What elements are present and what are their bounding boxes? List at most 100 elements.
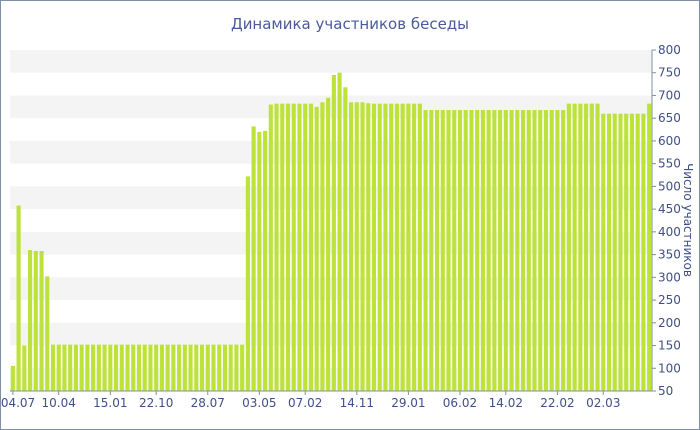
bar — [624, 113, 629, 392]
bar — [394, 103, 399, 392]
bar — [85, 344, 90, 391]
y-tick-label: 500 — [658, 179, 681, 193]
bar — [194, 344, 199, 391]
bar — [257, 131, 262, 391]
bar — [566, 103, 571, 392]
bar — [211, 344, 216, 391]
bar — [480, 110, 485, 392]
bar — [165, 344, 170, 391]
bar — [28, 250, 33, 391]
bar — [33, 250, 38, 391]
x-tick-label: 22.02 — [540, 396, 574, 410]
bar — [177, 344, 182, 391]
bar — [549, 110, 554, 392]
bar — [297, 103, 302, 392]
x-tick-label: 14.02 — [489, 396, 523, 410]
bar — [412, 103, 417, 392]
bars-group — [10, 72, 652, 392]
y-ticks: 50 100 150 200 250 300 350 400 450 500 550 600 650 70… — [652, 43, 681, 398]
bar — [274, 103, 279, 392]
bar — [22, 345, 27, 391]
x-tick-label: 02.03 — [586, 396, 620, 410]
bar — [452, 110, 457, 392]
y-axis-label: Число участников — [681, 163, 695, 277]
bar — [612, 113, 617, 392]
bar — [578, 103, 583, 392]
bar — [469, 110, 474, 392]
bar — [62, 344, 67, 391]
bar — [589, 103, 594, 392]
grid-bands — [10, 50, 652, 391]
bar — [492, 110, 497, 392]
bar — [440, 110, 445, 392]
bar — [406, 103, 411, 392]
grid-band — [10, 277, 652, 301]
bar — [182, 344, 187, 391]
grid-band — [10, 140, 652, 164]
grid-band — [10, 186, 652, 210]
bar — [205, 344, 210, 391]
x-tick-label: 10.04 — [42, 396, 76, 410]
bar — [188, 344, 193, 391]
bar — [555, 110, 560, 392]
y-tick-label: 150 — [658, 339, 681, 353]
bar — [503, 110, 508, 392]
x-tick-label: 06.02 — [443, 396, 477, 410]
x-ticks: 04.07 10.04 15.01 22.10 28.07 03.05 07.02 14.11… — [1, 391, 620, 410]
bar — [96, 344, 101, 391]
bar — [618, 113, 623, 392]
bar — [526, 110, 531, 392]
bar — [245, 176, 250, 391]
y-tick-label: 800 — [658, 43, 681, 57]
bar — [417, 103, 422, 392]
bar — [102, 344, 107, 391]
bar — [337, 72, 342, 391]
bar — [647, 103, 652, 392]
grid-band — [10, 322, 652, 346]
bar — [171, 344, 176, 391]
bar — [199, 344, 205, 391]
bar — [360, 102, 365, 391]
bar — [354, 102, 359, 391]
bar — [136, 344, 142, 391]
bar — [314, 106, 319, 391]
x-tick-label: 04.07 — [1, 396, 35, 410]
bar — [68, 344, 73, 391]
bar — [16, 205, 21, 391]
bar — [222, 344, 228, 391]
bar — [498, 110, 503, 392]
bar — [606, 113, 612, 392]
y-tick-label: 750 — [658, 66, 681, 80]
bar — [79, 344, 84, 391]
bar — [486, 110, 491, 392]
bar — [538, 110, 543, 392]
bar — [234, 344, 239, 391]
bar — [509, 110, 514, 392]
bar — [91, 344, 96, 391]
x-tick-label: 14.11 — [340, 396, 374, 410]
x-tick-label: 07.02 — [288, 396, 322, 410]
y-tick-label: 400 — [658, 225, 681, 239]
bar — [349, 102, 354, 391]
y-tick-label: 700 — [658, 88, 681, 102]
bar — [125, 344, 130, 391]
bar — [263, 130, 268, 391]
y-tick-label: 250 — [658, 293, 681, 307]
bar — [251, 126, 256, 391]
bar — [463, 110, 468, 392]
bar — [641, 113, 646, 392]
bar — [268, 104, 273, 391]
bar — [366, 103, 371, 391]
bar — [635, 113, 640, 392]
grid-band — [10, 95, 652, 119]
bar — [159, 344, 164, 391]
y-tick-label: 100 — [658, 361, 681, 375]
bar — [142, 344, 147, 391]
bar — [429, 110, 434, 392]
bar — [343, 87, 348, 391]
bar — [39, 250, 44, 391]
bar — [320, 102, 325, 391]
x-tick-label: 22.10 — [139, 396, 173, 410]
bar — [108, 344, 113, 391]
bar — [584, 103, 589, 392]
